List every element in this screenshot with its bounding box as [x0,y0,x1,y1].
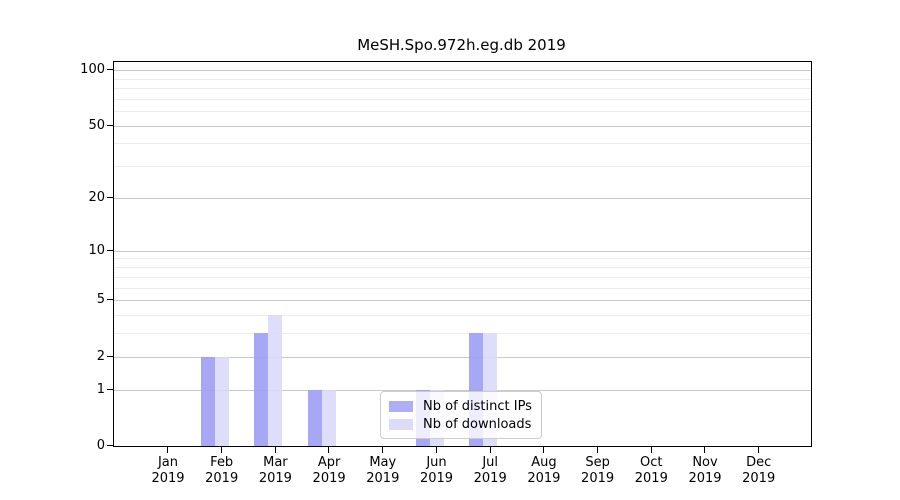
minor-gridline [114,287,811,289]
y-tick-label: 0 [96,438,105,453]
x-tick-label: Dec 2019 [742,455,776,486]
bar-distinct-ips [200,356,215,446]
x-tick-label: Jul 2019 [473,455,507,486]
bar-downloads [214,356,229,446]
legend-item-downloads: Nb of downloads [389,415,532,433]
x-tick-label: Nov 2019 [688,455,722,486]
y-tick-label: 2 [96,348,105,364]
major-gridline [114,356,811,358]
major-gridline [114,198,811,199]
x-tick-label: Jan 2019 [151,455,185,486]
x-axis-tick [650,446,652,453]
y-axis-tick [107,249,113,251]
y-tick-label: 100 [80,62,105,77]
y-tick-label: 50 [88,117,105,133]
x-tick-label: Sep 2019 [581,455,615,486]
minor-gridline [114,258,811,260]
minor-gridline [114,314,811,316]
x-tick-label: Mar 2019 [258,455,292,486]
y-axis-tick [107,299,113,301]
x-tick-label: Apr 2019 [312,455,346,486]
major-gridline [114,250,811,252]
major-gridline [114,125,811,127]
legend-label-downloads: Nb of downloads [423,416,532,432]
minor-gridline [114,276,811,278]
x-axis-tick [596,446,598,453]
y-tick-label: 10 [88,242,105,258]
bar-distinct-ips [254,333,269,446]
minor-gridline [114,166,811,168]
y-axis-tick [107,355,113,357]
y-axis-tick [107,124,113,126]
minor-gridline [114,143,811,145]
major-gridline [114,300,811,301]
x-tick-label: Aug 2019 [527,455,561,486]
x-axis-tick [328,446,330,453]
bar-downloads [268,314,283,446]
y-axis-tick [107,197,113,199]
x-axis-tick [167,446,169,453]
x-axis-tick [435,446,437,453]
legend-item-distinct-ips: Nb of distinct IPs [389,397,532,415]
x-axis-tick [489,446,491,453]
bar-distinct-ips [308,389,323,446]
legend: Nb of distinct IPs Nb of downloads [380,391,542,439]
chart-title: MeSH.Spo.972h.eg.db 2019 [357,36,566,54]
y-axis-tick [107,388,113,390]
legend-label-distinct-ips: Nb of distinct IPs [423,398,532,414]
x-axis-tick [704,446,706,453]
major-gridline [114,70,811,71]
y-axis-tick [107,445,113,447]
x-axis-tick [274,446,276,453]
y-tick-label: 20 [88,190,105,205]
y-tick-label: 5 [96,292,105,307]
x-axis-tick [758,446,759,453]
x-tick-label: May 2019 [366,455,400,486]
x-axis-tick [221,446,222,453]
legend-swatch-distinct-ips-icon [389,400,413,412]
x-axis-tick [382,446,384,453]
x-tick-label: Jun 2019 [419,455,454,486]
minor-gridline [114,111,811,113]
x-tick-label: Feb 2019 [205,455,239,486]
minor-gridline [114,267,811,268]
minor-gridline [114,333,811,335]
x-tick-label: Oct 2019 [634,455,668,486]
major-gridline [114,389,811,391]
minor-gridline [114,98,811,100]
y-axis-tick [107,69,113,71]
plot-area: 0 1 2 5 10 20 50 100 Jan 2019 Feb 2019 Mar 2019 Apr… [80,61,812,486]
legend-swatch-downloads-icon [389,418,413,430]
bar-downloads [322,389,337,446]
minor-gridline [114,88,811,89]
y-tick-label: 1 [96,381,105,397]
x-axis-tick [543,446,545,453]
minor-gridline [114,78,811,80]
